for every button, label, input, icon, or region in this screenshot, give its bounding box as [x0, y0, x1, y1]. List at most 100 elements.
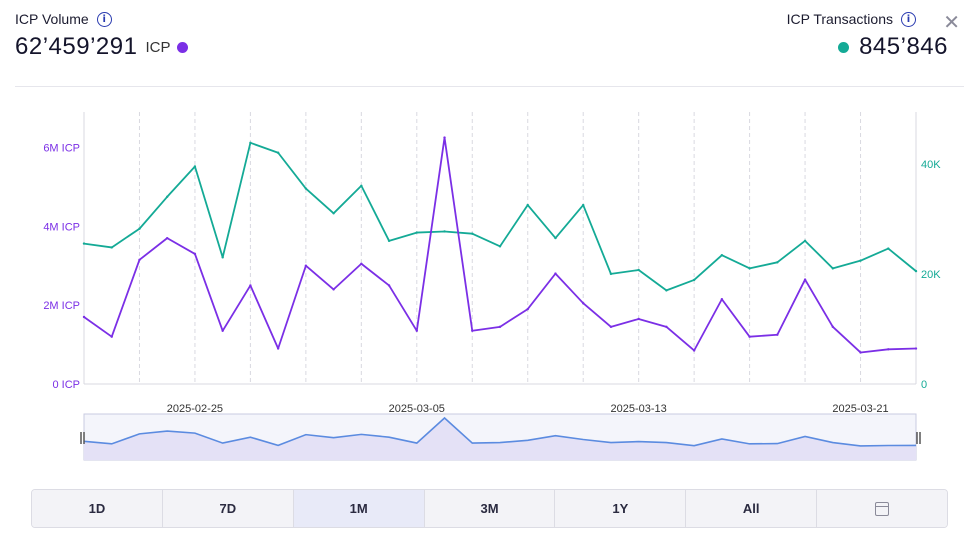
data-point-volume	[360, 262, 363, 265]
data-point-volume	[831, 325, 834, 329]
transactions-label-group: ICP Transactions i	[787, 11, 916, 27]
data-point-transactions	[859, 259, 862, 262]
navigator-handle-left[interactable]	[80, 432, 85, 444]
data-point-transactions	[637, 268, 640, 272]
data-point-transactions	[582, 203, 585, 207]
y-right-tick-label: 0	[921, 379, 927, 391]
data-point-transactions	[776, 261, 779, 264]
data-point-volume	[554, 272, 557, 275]
range-selector: 1D 7D 1M 3M 1Y All	[31, 489, 948, 528]
volume-label-group: ICP Volume i	[15, 11, 112, 27]
data-point-volume	[166, 236, 169, 240]
y-left-tick-label: 2M ICP	[43, 300, 80, 312]
data-point-transactions	[554, 236, 557, 240]
data-point-transactions	[276, 151, 280, 154]
data-point-transactions	[138, 227, 141, 230]
data-point-volume	[221, 329, 224, 332]
data-point-volume	[914, 347, 918, 350]
range-button-1m[interactable]: 1M	[293, 490, 425, 527]
data-point-volume	[82, 315, 86, 319]
volume-summary: 62’459’291 ICP	[15, 33, 189, 61]
range-button-7d[interactable]: 7D	[162, 490, 294, 527]
data-point-volume	[665, 325, 668, 329]
data-point-transactions	[82, 242, 86, 245]
data-point-transactions	[110, 246, 113, 249]
x-tick-label: 2025-03-21	[832, 403, 888, 415]
data-point-transactions	[803, 239, 807, 243]
y-right-tick-label: 40K	[921, 159, 941, 171]
data-point-transactions	[360, 184, 363, 187]
volume-value: 62’459’291	[15, 33, 138, 60]
navigator-handle-right[interactable]	[916, 432, 921, 444]
data-point-transactions	[166, 195, 169, 198]
data-point-volume	[609, 325, 613, 329]
navigator-line	[83, 416, 917, 447]
data-point-transactions	[720, 253, 724, 257]
data-point-transactions	[221, 256, 224, 259]
data-point-volume	[637, 317, 640, 321]
data-point-volume	[332, 288, 335, 291]
data-point-volume	[887, 348, 890, 351]
data-point-transactions	[304, 187, 308, 190]
data-point-transactions	[665, 289, 668, 292]
data-point-transactions	[526, 203, 529, 207]
data-point-volume	[526, 307, 529, 311]
data-point-volume	[110, 335, 113, 338]
data-point-volume	[304, 264, 308, 267]
data-point-volume	[582, 301, 585, 305]
data-point-transactions	[831, 267, 834, 270]
volume-info-icon[interactable]: i	[96, 11, 112, 27]
data-point-volume	[498, 325, 502, 329]
x-tick-label: 2025-02-25	[167, 403, 223, 415]
volume-legend-dot-icon	[177, 41, 189, 53]
data-point-transactions	[748, 267, 751, 270]
transactions-label: ICP Transactions	[786, 11, 893, 27]
navigator-area	[84, 418, 916, 460]
data-point-transactions	[415, 231, 418, 234]
data-point-transactions	[498, 245, 502, 248]
data-point-volume	[776, 333, 779, 336]
series-line-transactions	[83, 141, 917, 292]
data-point-transactions	[609, 272, 613, 276]
y-right-tick-label: 20K	[921, 269, 941, 281]
data-point-transactions	[692, 278, 696, 282]
x-tick-label: 2025-03-05	[389, 403, 445, 415]
data-point-volume	[249, 284, 252, 287]
y-left-tick-label: 4M ICP	[43, 221, 80, 233]
header-divider	[15, 86, 964, 87]
y-left-tick-label: 0 ICP	[52, 379, 80, 391]
volume-label: ICP Volume	[15, 11, 89, 27]
data-point-volume	[276, 347, 280, 350]
data-point-transactions	[443, 230, 446, 233]
data-point-volume	[748, 335, 751, 338]
range-button-1y[interactable]: 1Y	[555, 490, 687, 527]
range-button-1d[interactable]: 1D	[32, 490, 163, 527]
data-point-volume	[859, 351, 862, 354]
volume-unit: ICP	[145, 38, 171, 56]
data-point-volume	[692, 349, 696, 352]
data-point-volume	[720, 298, 724, 301]
y-left-tick-label: 6M ICP	[43, 142, 80, 154]
range-button-all[interactable]: All	[686, 490, 818, 527]
range-button-3m[interactable]: 3M	[424, 490, 556, 527]
data-point-transactions	[193, 165, 197, 168]
data-point-volume	[415, 329, 418, 332]
data-point-volume	[443, 136, 446, 139]
data-point-volume	[387, 284, 391, 287]
dual-axis-line-chart: 0 ICP 2M ICP 4M ICP 6M ICP 0 20K 40K 2025-02-25…	[43, 112, 941, 461]
data-point-transactions	[332, 212, 335, 215]
transactions-info-icon[interactable]: i	[901, 11, 916, 27]
calendar-icon	[875, 501, 890, 516]
data-point-volume	[803, 278, 807, 281]
data-point-volume	[471, 329, 474, 332]
data-point-transactions	[471, 232, 474, 235]
transactions-legend-dot-icon	[838, 41, 850, 53]
close-icon[interactable]: ✕	[943, 12, 960, 34]
data-point-transactions	[249, 141, 252, 145]
date-picker-button[interactable]	[817, 490, 947, 527]
x-tick-label: 2025-03-13	[611, 403, 667, 415]
data-point-transactions	[387, 239, 391, 243]
transactions-value: 845’846	[859, 33, 948, 60]
data-point-volume	[193, 252, 197, 256]
data-point-transactions	[914, 269, 918, 273]
